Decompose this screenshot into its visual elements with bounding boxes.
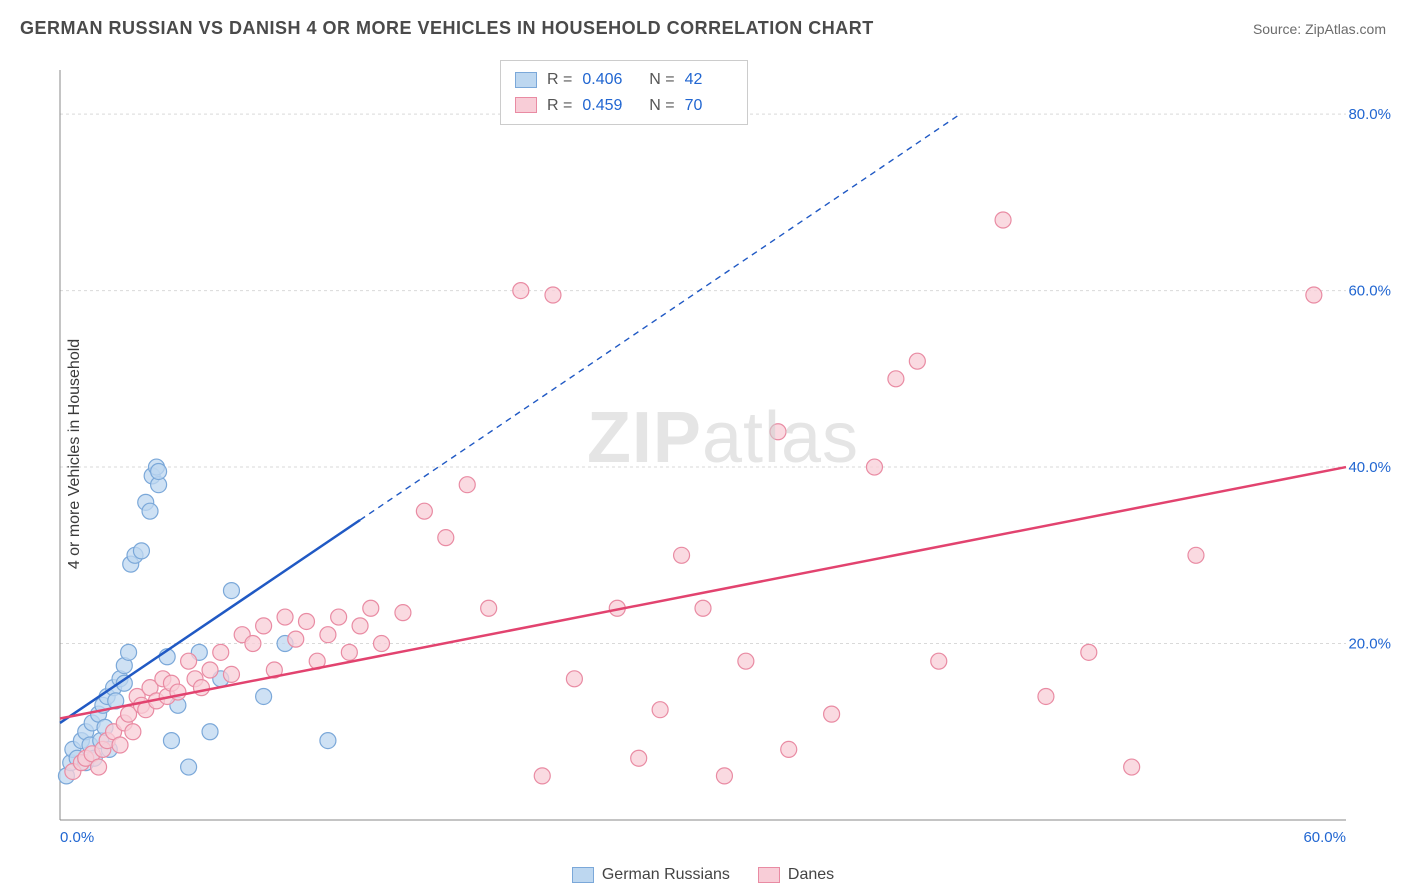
legend-label: Danes [788, 866, 834, 884]
legend-swatch [758, 867, 780, 883]
legend-swatch [572, 867, 594, 883]
stats-row: R = 0.406 N = 42 [515, 67, 733, 93]
stat-n-label: N = [640, 93, 674, 119]
legend-item: Danes [758, 866, 834, 884]
legend-label: German Russians [602, 866, 730, 884]
y-axis-label: 4 or more Vehicles in Household [66, 338, 84, 568]
stat-n-label: N = [640, 67, 674, 93]
y-axis-label-wrap: 4 or more Vehicles in Household [55, 60, 95, 847]
svg-text:60.0%: 60.0% [1348, 283, 1391, 300]
stat-r-value: 0.406 [582, 67, 630, 93]
stat-n-value: 42 [685, 67, 733, 93]
scatter-plot: 20.0%40.0%60.0%80.0%0.0%60.0% [50, 60, 1396, 847]
source-label: Source: ZipAtlas.com [1253, 21, 1386, 37]
stat-n-value: 70 [685, 93, 733, 119]
svg-text:60.0%: 60.0% [1303, 829, 1346, 846]
stat-r-label: R = [547, 67, 572, 93]
stat-r-value: 0.459 [582, 93, 630, 119]
svg-text:20.0%: 20.0% [1348, 636, 1391, 653]
svg-text:80.0%: 80.0% [1348, 106, 1391, 123]
legend-item: German Russians [572, 866, 730, 884]
stats-row: R = 0.459 N = 70 [515, 93, 733, 119]
series-swatch [515, 72, 537, 88]
stat-r-label: R = [547, 93, 572, 119]
bottom-legend: German Russians Danes [0, 866, 1406, 884]
stats-legend-box: R = 0.406 N = 42 R = 0.459 N = 70 [500, 60, 748, 125]
chart-title: GERMAN RUSSIAN VS DANISH 4 OR MORE VEHIC… [20, 18, 874, 39]
svg-text:40.0%: 40.0% [1348, 459, 1391, 476]
series-swatch [515, 97, 537, 113]
header: GERMAN RUSSIAN VS DANISH 4 OR MORE VEHIC… [0, 0, 1406, 49]
chart-area: 4 or more Vehicles in Household 20.0% 40.… [50, 60, 1396, 847]
